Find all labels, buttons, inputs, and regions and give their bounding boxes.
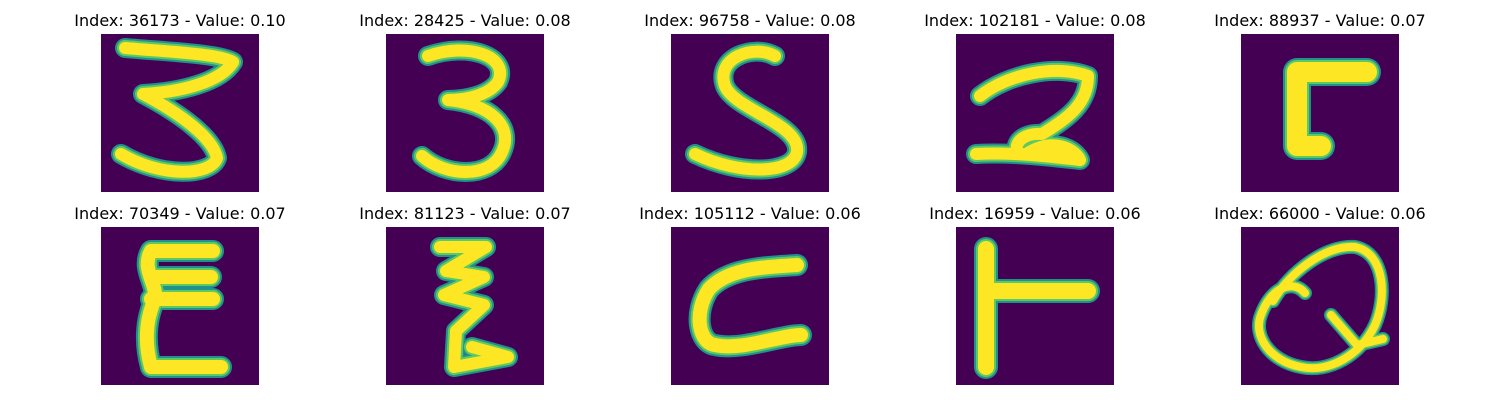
handwritten-glyph-icon xyxy=(101,34,259,192)
image-panel-6: Index: 70349 - Value: 0.07 xyxy=(30,203,330,393)
image-panel-7: Index: 81123 - Value: 0.07 xyxy=(315,203,615,393)
handwritten-glyph-icon xyxy=(1241,34,1399,192)
panel-title: Index: 70349 - Value: 0.07 xyxy=(74,204,286,223)
handwritten-glyph-icon xyxy=(956,34,1114,192)
handwritten-glyph-icon xyxy=(101,227,259,385)
handwritten-glyph-icon xyxy=(671,227,829,385)
image-panel-9: Index: 16959 - Value: 0.06 xyxy=(885,203,1185,393)
handwritten-glyph-icon xyxy=(386,227,544,385)
panel-title: Index: 105112 - Value: 0.06 xyxy=(639,204,861,223)
image-panel-4: Index: 102181 - Value: 0.08 xyxy=(885,10,1185,200)
image-panel-5: Index: 88937 - Value: 0.07 xyxy=(1170,10,1470,200)
image-panel-2: Index: 28425 - Value: 0.08 xyxy=(315,10,615,200)
panel-title: Index: 81123 - Value: 0.07 xyxy=(359,204,571,223)
panel-title: Index: 96758 - Value: 0.08 xyxy=(644,11,856,30)
image-panel-3: Index: 96758 - Value: 0.08 xyxy=(600,10,900,200)
panel-title: Index: 16959 - Value: 0.06 xyxy=(929,204,1141,223)
panel-title: Index: 36173 - Value: 0.10 xyxy=(74,11,286,30)
handwritten-glyph-icon xyxy=(1241,227,1399,385)
image-panel-1: Index: 36173 - Value: 0.10 xyxy=(30,10,330,200)
panel-title: Index: 88937 - Value: 0.07 xyxy=(1214,11,1426,30)
panel-title: Index: 28425 - Value: 0.08 xyxy=(359,11,571,30)
image-panel-8: Index: 105112 - Value: 0.06 xyxy=(600,203,900,393)
image-panel-10: Index: 66000 - Value: 0.06 xyxy=(1170,203,1470,393)
handwritten-glyph-icon xyxy=(671,34,829,192)
panel-title: Index: 66000 - Value: 0.06 xyxy=(1214,204,1426,223)
panel-title: Index: 102181 - Value: 0.08 xyxy=(924,11,1146,30)
handwritten-glyph-icon xyxy=(956,227,1114,385)
handwritten-glyph-icon xyxy=(386,34,544,192)
